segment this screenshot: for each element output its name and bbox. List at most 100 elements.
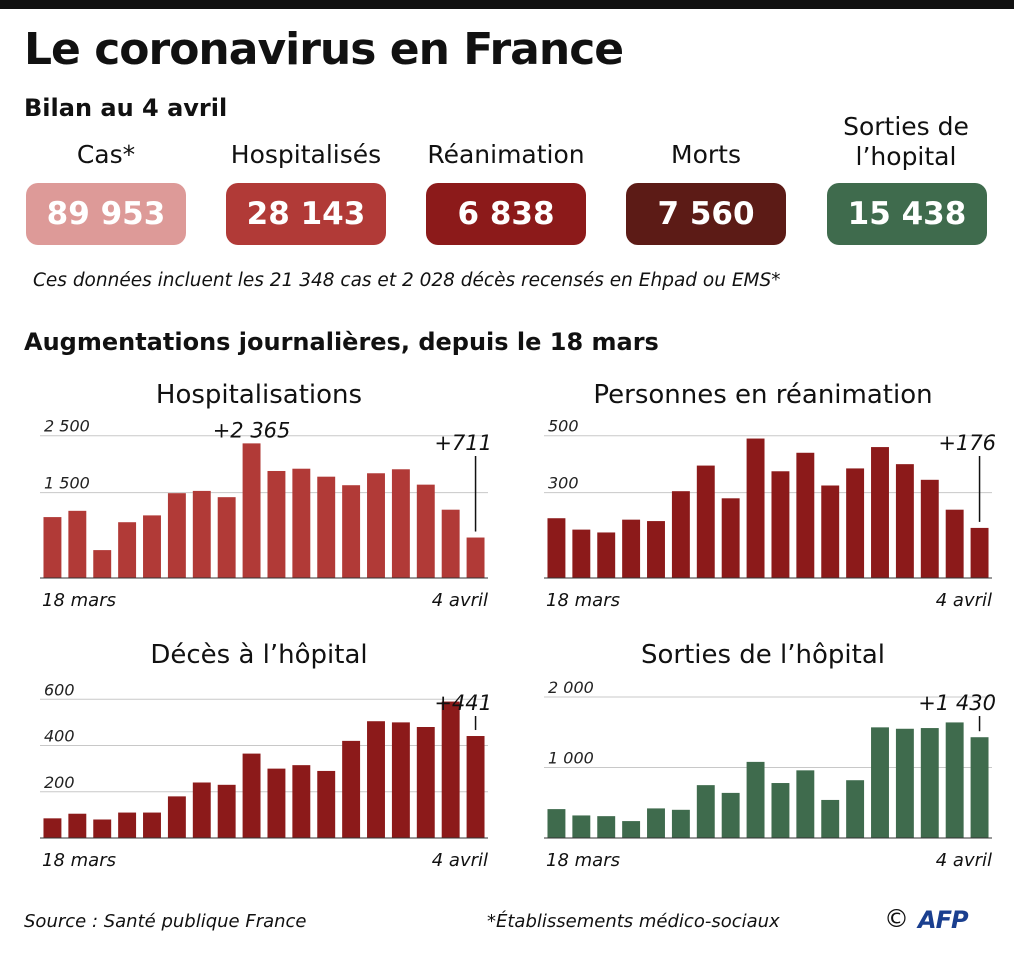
bar xyxy=(597,532,616,578)
bar xyxy=(597,816,616,838)
bar xyxy=(68,510,87,578)
bar xyxy=(292,765,311,838)
chart-svg: 300 500 18 mars 4 avril +176 xyxy=(544,420,996,611)
bar xyxy=(93,550,112,578)
y-tick-label: 300 xyxy=(548,474,579,493)
bar xyxy=(118,522,137,578)
bar xyxy=(821,799,840,838)
chart-sorties: Sorties de l’hôpital 1 000 2 000 18 mars 4 … xyxy=(528,640,998,880)
bar xyxy=(895,464,914,578)
bar xyxy=(68,813,87,838)
bar xyxy=(441,701,460,838)
stat-value-cas: 89 953 xyxy=(26,183,186,245)
bar xyxy=(895,728,914,838)
x-start-label: 18 mars xyxy=(546,590,620,611)
y-tick-label: 200 xyxy=(44,773,75,792)
footnote-text: *Établissements médico-sociaux xyxy=(487,911,780,932)
annotation-label: +441 xyxy=(434,691,492,715)
bar xyxy=(846,780,865,838)
bar xyxy=(572,529,591,578)
x-end-label: 4 avril xyxy=(432,850,488,871)
chart-deces: Décès à l’hôpital 200 400 600 18 mars 4 avri… xyxy=(24,640,494,880)
bar xyxy=(796,770,815,838)
stat-label-sorties: Sorties de l’hopital xyxy=(843,112,969,171)
stat-label-hospitalises: Hospitalisés xyxy=(230,140,382,169)
bar xyxy=(416,727,435,838)
bar xyxy=(721,498,740,578)
annotation-label: +1 430 xyxy=(918,691,996,715)
bar xyxy=(466,537,485,578)
bar xyxy=(466,736,485,838)
afp-logo: AFP xyxy=(916,906,970,934)
y-tick-label: 400 xyxy=(44,727,75,746)
stat-label-cas: Cas* xyxy=(76,140,136,169)
chart-title: Décès à l’hôpital xyxy=(150,640,368,670)
bar xyxy=(771,783,790,838)
page-title: Le coronavirus en France xyxy=(24,24,624,75)
data-note: Ces données incluent les 21 348 cas et 2… xyxy=(33,270,781,291)
x-start-label: 18 mars xyxy=(42,850,116,871)
chart-title: Personnes en réanimation xyxy=(593,380,933,410)
bar xyxy=(945,509,964,578)
bar xyxy=(391,469,410,578)
x-end-label: 4 avril xyxy=(936,850,992,871)
stat-value-reanimation: 6 838 xyxy=(426,183,586,245)
bar xyxy=(696,785,715,838)
bar xyxy=(920,728,939,838)
afp-logo-text: AFP xyxy=(916,906,969,934)
bar xyxy=(671,491,690,578)
section-title: Augmentations journalières, depuis le 18… xyxy=(24,328,659,356)
page-subtitle: Bilan au 4 avril xyxy=(24,94,228,122)
bar xyxy=(416,484,435,578)
bar xyxy=(367,473,385,578)
stat-label-morts: Morts xyxy=(671,140,741,169)
chart-title: Hospitalisations xyxy=(155,380,363,410)
copyright-symbol: © xyxy=(884,904,909,933)
bar xyxy=(217,497,236,578)
bar xyxy=(43,818,62,838)
bar xyxy=(871,727,889,838)
bar xyxy=(118,812,137,838)
y-tick-label: 1 500 xyxy=(44,474,90,493)
bar xyxy=(746,761,765,838)
chart-reanimation: Personnes en réanimation 300 500 18 mars 4 … xyxy=(528,380,998,620)
x-end-label: 4 avril xyxy=(432,590,488,611)
y-tick-label: 2 500 xyxy=(44,420,90,436)
bar xyxy=(192,490,211,578)
source-text: Source : Santé publique France xyxy=(24,911,307,932)
bar xyxy=(93,819,112,838)
chart-title: Sorties de l’hôpital xyxy=(640,640,886,670)
bar xyxy=(342,740,361,838)
bar xyxy=(143,515,161,578)
bar xyxy=(970,527,989,578)
bar xyxy=(367,721,385,838)
bar xyxy=(547,809,566,838)
bar xyxy=(846,468,865,578)
y-tick-label: 600 xyxy=(44,680,75,699)
stat-value-morts: 7 560 xyxy=(626,183,786,245)
bar xyxy=(317,476,336,578)
bar xyxy=(821,485,840,578)
bar xyxy=(721,792,740,838)
bar xyxy=(43,517,62,578)
annotation-label: +2 365 xyxy=(213,420,291,442)
bar xyxy=(267,470,286,578)
bar xyxy=(647,521,665,578)
bar xyxy=(871,447,889,578)
bar xyxy=(167,796,186,838)
x-end-label: 4 avril xyxy=(936,590,992,611)
chart-hospitalisations: Hospitalisations 1 500 2 500 18 mars 4 avri… xyxy=(24,380,494,620)
annotation-label: +711 xyxy=(434,431,492,455)
bar xyxy=(242,753,261,838)
stat-value-sorties: 15 438 xyxy=(827,183,987,245)
chart-svg: 1 000 2 000 18 mars 4 avril +1 430 xyxy=(544,680,996,871)
bar xyxy=(167,493,186,578)
y-tick-label: 500 xyxy=(548,420,579,436)
bar xyxy=(441,509,460,578)
bar xyxy=(746,438,765,578)
y-tick-label: 1 000 xyxy=(548,749,594,768)
stat-value-hospitalises: 28 143 xyxy=(226,183,386,245)
bar xyxy=(342,485,361,578)
top-bar xyxy=(0,0,1014,9)
bar xyxy=(192,782,211,838)
